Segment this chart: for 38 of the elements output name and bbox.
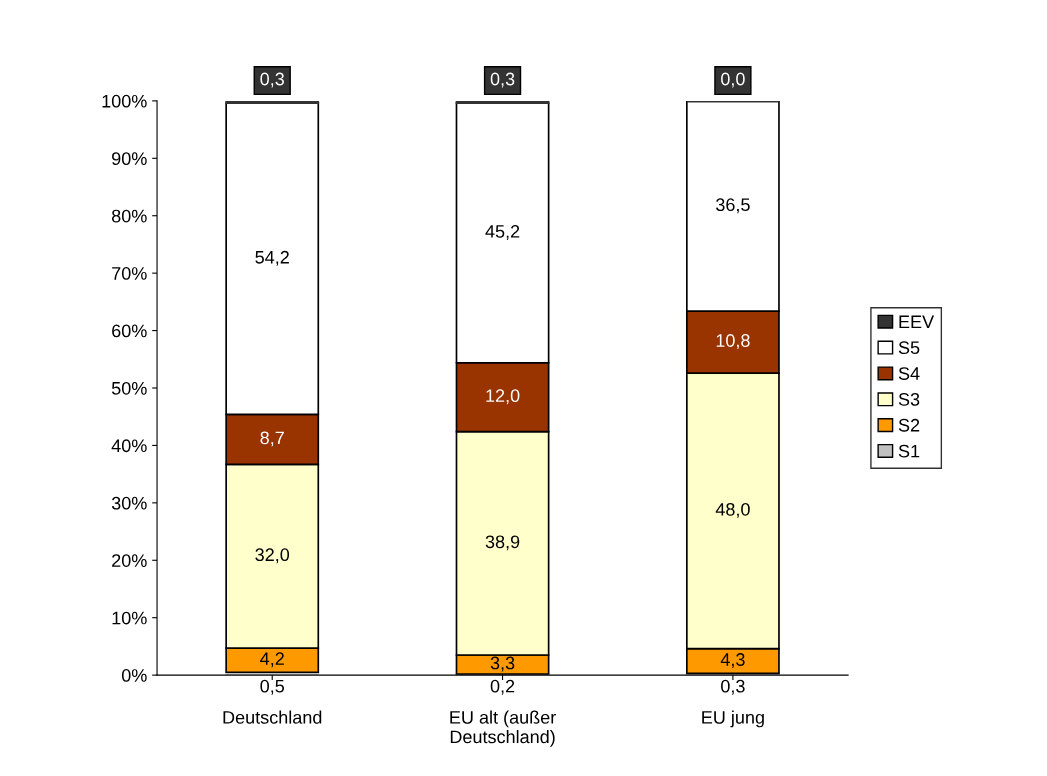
data-label: 0,5 xyxy=(260,679,285,695)
y-tick-label: 70% xyxy=(112,267,147,280)
y-tick-label: 50% xyxy=(111,381,147,395)
data-label: 0,0 xyxy=(721,72,745,88)
data-label: 0,2 xyxy=(490,679,515,695)
data-label: 4,2 xyxy=(260,652,284,668)
data-label: 48,0 xyxy=(715,502,750,518)
data-label: 32,0 xyxy=(255,548,290,564)
y-tick-label: 30% xyxy=(111,496,147,510)
y-tick-label: 100% xyxy=(102,94,147,108)
y-tick-label: 20% xyxy=(112,554,147,567)
legend-label: S2 xyxy=(898,418,920,432)
legend-label: S5 xyxy=(898,341,920,355)
legend-label: S1 xyxy=(898,444,920,458)
x-tick-label: Deutschland xyxy=(223,710,322,724)
y-tick-label: 60% xyxy=(112,324,147,338)
y-tick-label: 80% xyxy=(111,209,147,223)
data-label: 0,3 xyxy=(260,72,284,88)
x-tick-label: EU jung xyxy=(702,710,764,728)
data-label: 0,3 xyxy=(490,72,515,88)
x-tick-label: EU alt (außer Deutschland) xyxy=(450,710,556,747)
legend-label: EEV xyxy=(899,315,935,329)
data-label: 0,3 xyxy=(721,679,745,695)
data-label: 45,2 xyxy=(485,225,520,240)
y-tick-label: 90% xyxy=(112,152,147,166)
y-tick-label: 40% xyxy=(111,439,147,453)
legend-label: S4 xyxy=(898,367,920,380)
data-label: 38,9 xyxy=(485,535,520,551)
data-label: 8,7 xyxy=(260,431,284,447)
y-tick-label: 10% xyxy=(112,611,147,625)
data-label: 3,3 xyxy=(490,656,515,672)
data-label: 36,5 xyxy=(716,198,750,214)
data-label: 54,2 xyxy=(255,250,289,266)
legend-label: S3 xyxy=(898,392,920,406)
data-label: 12,0 xyxy=(486,389,520,405)
data-label: 4,3 xyxy=(720,653,745,669)
y-tick-label: 0% xyxy=(121,669,147,682)
data-label: 10,8 xyxy=(716,334,750,350)
